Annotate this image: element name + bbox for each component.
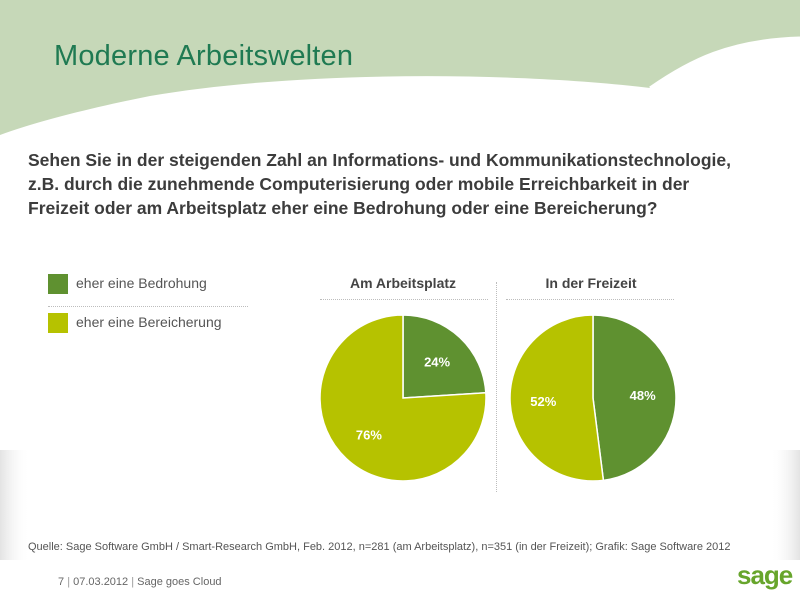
footer-date: 07.03.2012 <box>73 576 129 588</box>
header-rule <box>320 299 488 300</box>
pie-label-freizeit-bedrohung: 48% <box>630 388 656 403</box>
pie-label-freizeit-bereicherung: 52% <box>530 394 556 409</box>
footer-separator: | <box>131 576 135 588</box>
footer-separator: | <box>67 576 71 588</box>
question-line: Freizeit oder am Arbeitsplatz eher eine … <box>28 198 658 218</box>
chart-title-freizeit: In der Freizeit <box>545 275 637 291</box>
page-number: 7 <box>58 576 65 588</box>
chart-legend: eher eine Bedrohung eher eine Bereicheru… <box>48 270 248 343</box>
footer-text: Sage goes Cloud <box>137 576 222 588</box>
legend-item-bedrohung: eher eine Bedrohung <box>48 270 248 307</box>
legend-swatch-bedrohung <box>48 274 68 294</box>
page-title: Moderne Arbeitswelten <box>54 40 354 72</box>
legend-item-bereicherung: eher eine Bereicherung <box>48 307 248 343</box>
source-note: Quelle: Sage Software GmbH / Smart-Resea… <box>28 541 731 553</box>
legend-swatch-bereicherung <box>48 313 68 333</box>
pie-slice-arbeitsplatz-bereicherung <box>319 314 487 482</box>
pie-label-arbeitsplatz-bedrohung: 24% <box>424 355 450 370</box>
chart-title-arbeitsplatz: Am Arbeitsplatz <box>349 275 457 291</box>
question-line: z.B. durch die zunehmende Computerisieru… <box>28 174 690 194</box>
sage-logo: sage <box>737 560 793 590</box>
legend-label: eher eine Bedrohung <box>76 275 207 291</box>
question-line: Sehen Sie in der steigenden Zahl an Info… <box>28 150 731 170</box>
pie-slice-freizeit-bedrohung <box>592 314 677 482</box>
legend-label: eher eine Bereicherung <box>76 314 222 330</box>
pie-slice-arbeitsplatz-bedrohung <box>402 314 487 399</box>
header-band <box>0 0 800 135</box>
footer: 7 | 07.03.2012 | Sage goes Cloud <box>58 576 222 588</box>
header-rule <box>506 299 674 300</box>
pie-slice-freizeit-bereicherung <box>509 314 605 482</box>
bottom-shade <box>0 450 800 560</box>
survey-question: Sehen Sie in der steigenden Zahl an Info… <box>28 148 788 220</box>
pie-label-arbeitsplatz-bereicherung: 76% <box>356 427 382 442</box>
chart-divider <box>496 282 497 492</box>
